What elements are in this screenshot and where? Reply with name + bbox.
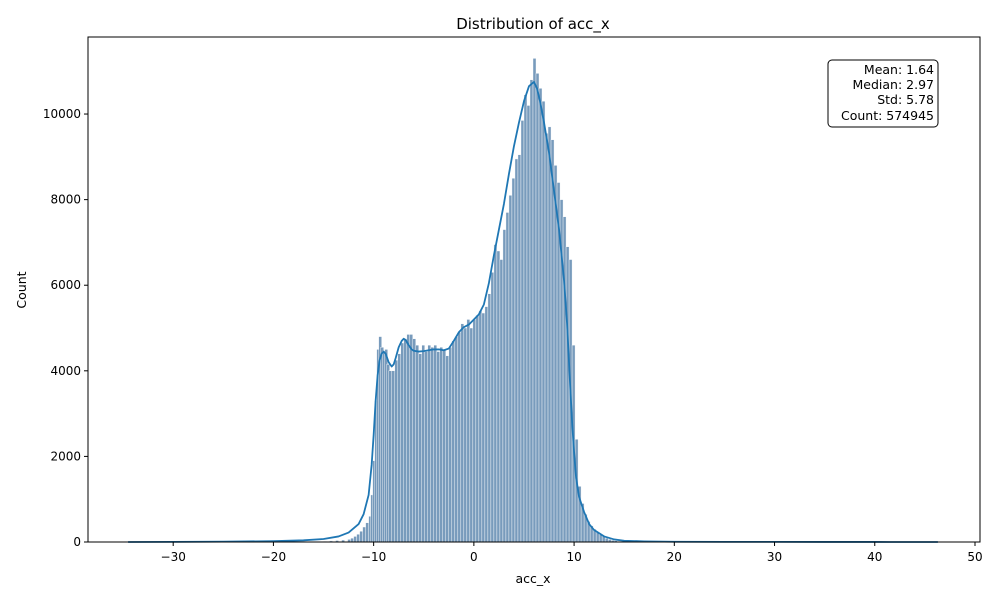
histogram-bar xyxy=(392,371,395,542)
stat-std: Std: 5.78 xyxy=(877,92,934,107)
histogram-bar xyxy=(446,356,449,542)
histogram-bar xyxy=(395,360,398,542)
stat-mean: Mean: 1.64 xyxy=(864,62,934,77)
histogram-bar xyxy=(536,73,539,542)
x-tick-label: 40 xyxy=(867,550,882,564)
histogram-bar xyxy=(518,155,521,542)
histogram-bar xyxy=(461,324,464,542)
histogram-bar xyxy=(398,354,401,542)
histogram-bar xyxy=(488,294,491,542)
stat-median: Median: 2.97 xyxy=(853,77,934,92)
histogram-bar xyxy=(434,345,437,542)
histogram-bar xyxy=(533,58,536,542)
histogram-bar xyxy=(524,95,527,542)
histogram-bar xyxy=(563,217,566,542)
chart-title: Distribution of acc_x xyxy=(456,15,610,34)
histogram-bar xyxy=(443,349,446,542)
y-tick-label: 0 xyxy=(73,535,81,549)
histogram-bar xyxy=(554,165,557,542)
y-axis-label: Count xyxy=(14,271,29,308)
histogram-bar xyxy=(509,195,512,542)
histogram-bar xyxy=(521,120,524,542)
histogram-bar xyxy=(605,538,608,542)
histogram-bar xyxy=(413,339,416,542)
histogram-bar xyxy=(401,343,404,542)
histogram-bar xyxy=(425,352,428,542)
x-tick-label: 10 xyxy=(566,550,581,564)
histogram-bar xyxy=(464,328,467,542)
x-tick-label: −10 xyxy=(361,550,386,564)
histogram-bar xyxy=(551,140,554,542)
histogram-bar xyxy=(482,313,485,542)
histogram-bar xyxy=(497,251,500,542)
histogram-bar xyxy=(485,307,488,542)
y-tick-label: 10000 xyxy=(43,107,81,121)
histogram-bar xyxy=(354,536,357,542)
histogram-bar xyxy=(527,105,530,542)
x-tick-label: 0 xyxy=(470,550,478,564)
stat-count: Count: 574945 xyxy=(841,108,934,123)
histogram-bar xyxy=(566,247,569,542)
statistics-box: Mean: 1.64 Median: 2.97 Std: 5.78 Count:… xyxy=(828,60,938,127)
histogram-bar xyxy=(545,133,548,542)
histogram-bar xyxy=(491,272,494,542)
x-tick-label: −20 xyxy=(261,550,286,564)
histogram-bar xyxy=(458,332,461,542)
histogram-bar xyxy=(357,534,360,542)
histogram-bar xyxy=(494,245,497,542)
histogram-bar xyxy=(479,311,482,542)
histogram-bar xyxy=(530,80,533,542)
histogram-bar xyxy=(506,212,509,542)
histogram-bar xyxy=(500,260,503,542)
y-tick-label: 8000 xyxy=(50,193,81,207)
x-tick-label: −30 xyxy=(161,550,186,564)
histogram-bar xyxy=(431,347,434,542)
histogram-bar xyxy=(470,328,473,542)
histogram-bar xyxy=(476,315,479,542)
histogram-bar xyxy=(449,347,452,542)
x-tick-label: 30 xyxy=(767,550,782,564)
histogram-bar xyxy=(366,523,369,542)
histogram-bar xyxy=(404,339,407,542)
histogram-bar xyxy=(419,354,422,542)
histogram-bar xyxy=(455,337,458,542)
x-tick-label: 50 xyxy=(967,550,982,564)
histogram-bar xyxy=(389,371,392,542)
histogram-bar xyxy=(363,527,366,542)
x-axis-label: acc_x xyxy=(515,571,550,586)
histogram-bar xyxy=(437,352,440,542)
histogram-bar xyxy=(360,531,363,542)
y-tick-label: 6000 xyxy=(50,278,81,292)
histogram-bar xyxy=(539,88,542,542)
x-tick-label: 20 xyxy=(667,550,682,564)
histogram-bar xyxy=(422,345,425,542)
y-tick-label: 4000 xyxy=(50,364,81,378)
histogram-bar xyxy=(512,178,515,542)
histogram-bar xyxy=(410,334,413,542)
histogram-bar xyxy=(452,341,455,542)
y-tick-label: 2000 xyxy=(50,449,81,463)
histogram-bar xyxy=(503,230,506,542)
histogram-bar xyxy=(428,345,431,542)
histogram-bar xyxy=(515,159,518,542)
histogram-bar xyxy=(440,347,443,542)
histogram-bar xyxy=(548,127,551,542)
histogram-bar xyxy=(407,334,410,542)
histogram-bar xyxy=(542,101,545,542)
histogram-bar xyxy=(467,319,470,542)
histogram-bar xyxy=(351,538,354,542)
histogram-bar xyxy=(416,345,419,542)
histogram-bar xyxy=(473,319,476,542)
